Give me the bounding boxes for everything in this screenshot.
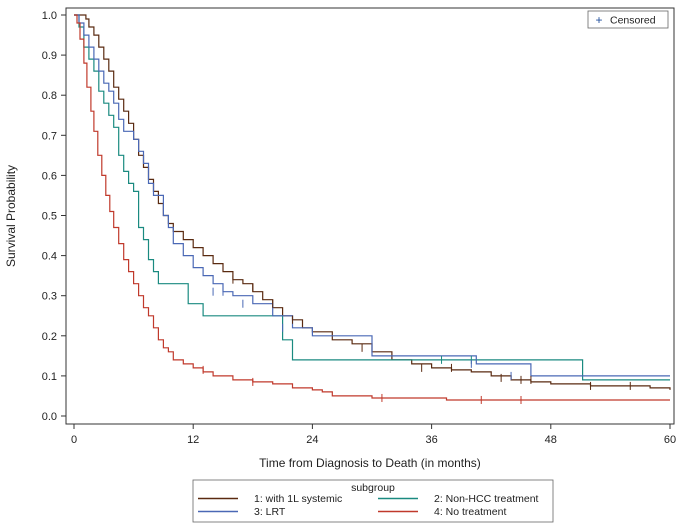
legend-items: 1: with 1L systemic 2: Non-HCC treatment 3… [198,493,539,518]
legend-label-3: 3: LRT [254,506,286,518]
censored-legend-box [587,10,669,29]
y-tick-label: 0.9 [42,50,57,62]
y-tick-label: 0.8 [42,90,57,102]
x-tick-label: 0 [71,434,77,446]
censored-legend-label: Censored [610,15,656,27]
subgroup-legend-title: subgroup [351,482,395,494]
subgroup-legend: subgroup 1: with 1L systemic 2: Non-HCC t… [192,479,554,523]
series-line-3 [74,14,670,377]
legend-label-2: 2: Non-HCC treatment [434,493,539,505]
legend-label-4: 4: No treatment [434,506,506,518]
y-tick-label: 0.3 [42,291,57,303]
x-tick-label: 48 [545,434,557,446]
series-layer [74,14,671,401]
x-axis-title: Time from Diagnosis to Death (in months) [259,456,481,470]
y-tick-label: 0.7 [42,130,57,142]
subgroup-legend-box [192,479,554,523]
x-tick-label: 36 [425,434,437,446]
censored-legend: + Censored [587,10,669,29]
x-tick-label: 24 [306,434,318,446]
y-axis: 0.0 0.1 0.2 0.3 0.4 0.5 0.6 0.7 0.8 0.9 1.0 [42,10,66,423]
y-tick-label: 0.4 [42,251,57,263]
y-axis-title: Survival Probability [4,165,18,267]
series-line-1 [74,14,671,390]
x-tick-label: 60 [664,434,676,446]
x-axis: 0 12 24 36 48 60 [71,424,676,446]
x-tick-label: 12 [187,434,199,446]
legend-label-1: 1: with 1L systemic [254,493,342,505]
y-tick-label: 0.0 [42,411,57,423]
censor-layer [202,275,631,404]
censored-legend-symbol: + [595,13,602,27]
y-tick-label: 0.1 [42,371,57,383]
y-tick-label: 1.0 [42,10,57,22]
y-tick-label: 0.2 [42,331,57,343]
series-line-4 [74,14,670,401]
y-tick-label: 0.6 [42,170,57,182]
y-tick-label: 0.5 [42,211,57,223]
